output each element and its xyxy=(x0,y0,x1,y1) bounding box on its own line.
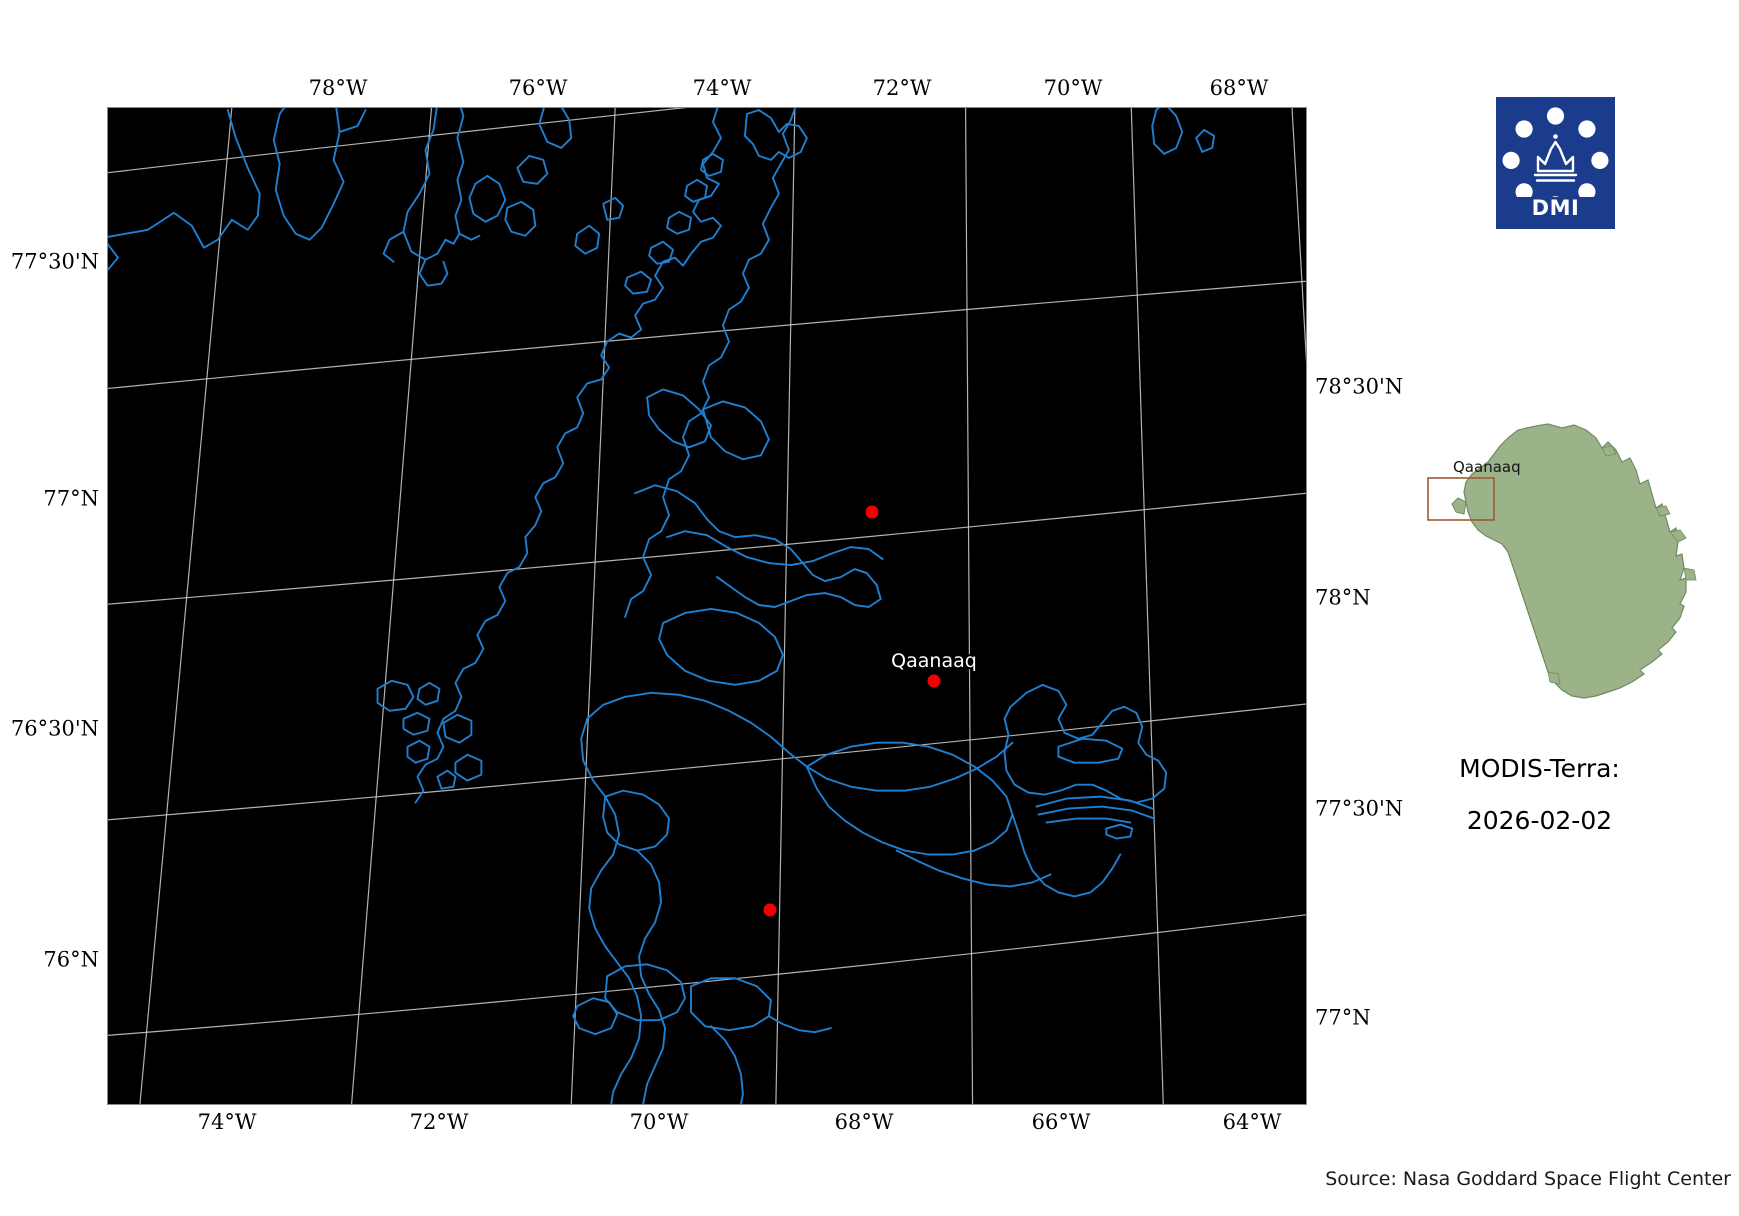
lon-tick-top-0: 78°W xyxy=(308,76,368,100)
greenland-inset-map[interactable] xyxy=(1340,420,1739,700)
lon-tick-bottom-1: 72°W xyxy=(409,1110,469,1134)
lat-tick-right-3: 77°N xyxy=(1315,1005,1371,1030)
dmi-logo: DMI xyxy=(1496,97,1615,229)
lon-tick-bottom-0: 74°W xyxy=(197,1110,257,1134)
settlement-north-dot[interactable] xyxy=(865,505,879,519)
settlement-qaanaaq-label: Qaanaaq xyxy=(891,650,977,672)
dmi-crown-mark xyxy=(1502,107,1609,197)
coastlines xyxy=(108,108,1216,1104)
lat-tick-left-3: 76°N xyxy=(43,947,99,972)
dmi-logo-text: DMI xyxy=(1531,196,1580,220)
map-canvas xyxy=(108,108,1306,1104)
greenland-landmass xyxy=(1451,423,1697,699)
graticule-parallels xyxy=(108,108,1306,1036)
settlement-qaanaaq-dot[interactable] xyxy=(927,674,941,688)
inset-region-box xyxy=(1427,477,1495,521)
lon-tick-top-3: 72°W xyxy=(872,76,932,100)
lat-tick-left-2: 76°30'N xyxy=(10,716,99,741)
inset-region-label: Qaanaaq xyxy=(1453,458,1521,476)
lon-tick-top-2: 74°W xyxy=(692,76,752,100)
settlement-south-dot[interactable] xyxy=(763,903,777,917)
lat-tick-left-0: 77°30'N xyxy=(10,249,99,274)
figure-sidebar: DMI Qaanaaq MODIS-Terra: 2026-02-02 xyxy=(1340,0,1739,1216)
lon-tick-bottom-3: 68°W xyxy=(834,1110,894,1134)
acquisition-date: 2026-02-02 xyxy=(1466,806,1613,835)
lon-tick-top-1: 76°W xyxy=(508,76,568,100)
sensor-label: MODIS-Terra: xyxy=(1459,754,1620,783)
lon-tick-bottom-2: 70°W xyxy=(629,1110,689,1134)
graticule-meridians xyxy=(139,108,1306,1104)
lon-tick-top-4: 70°W xyxy=(1043,76,1103,100)
source-credit: Source: Nasa Goddard Space Flight Center xyxy=(1325,1168,1731,1190)
lon-tick-bottom-4: 66°W xyxy=(1031,1110,1091,1134)
map-background xyxy=(108,108,1306,1104)
lat-tick-right-0: 78°30'N xyxy=(1315,374,1404,399)
lon-tick-top-5: 68°W xyxy=(1209,76,1269,100)
lat-tick-right-2: 77°30'N xyxy=(1315,796,1404,821)
lat-tick-right-1: 78°N xyxy=(1315,585,1371,610)
satellite-map-panel[interactable] xyxy=(107,107,1307,1105)
lat-tick-left-1: 77°N xyxy=(43,486,99,511)
greenland-inset-canvas xyxy=(1427,423,1697,699)
lon-tick-bottom-5: 64°W xyxy=(1222,1110,1282,1134)
crown-icon xyxy=(1533,134,1578,182)
dmi-dot-ring xyxy=(1502,107,1609,197)
